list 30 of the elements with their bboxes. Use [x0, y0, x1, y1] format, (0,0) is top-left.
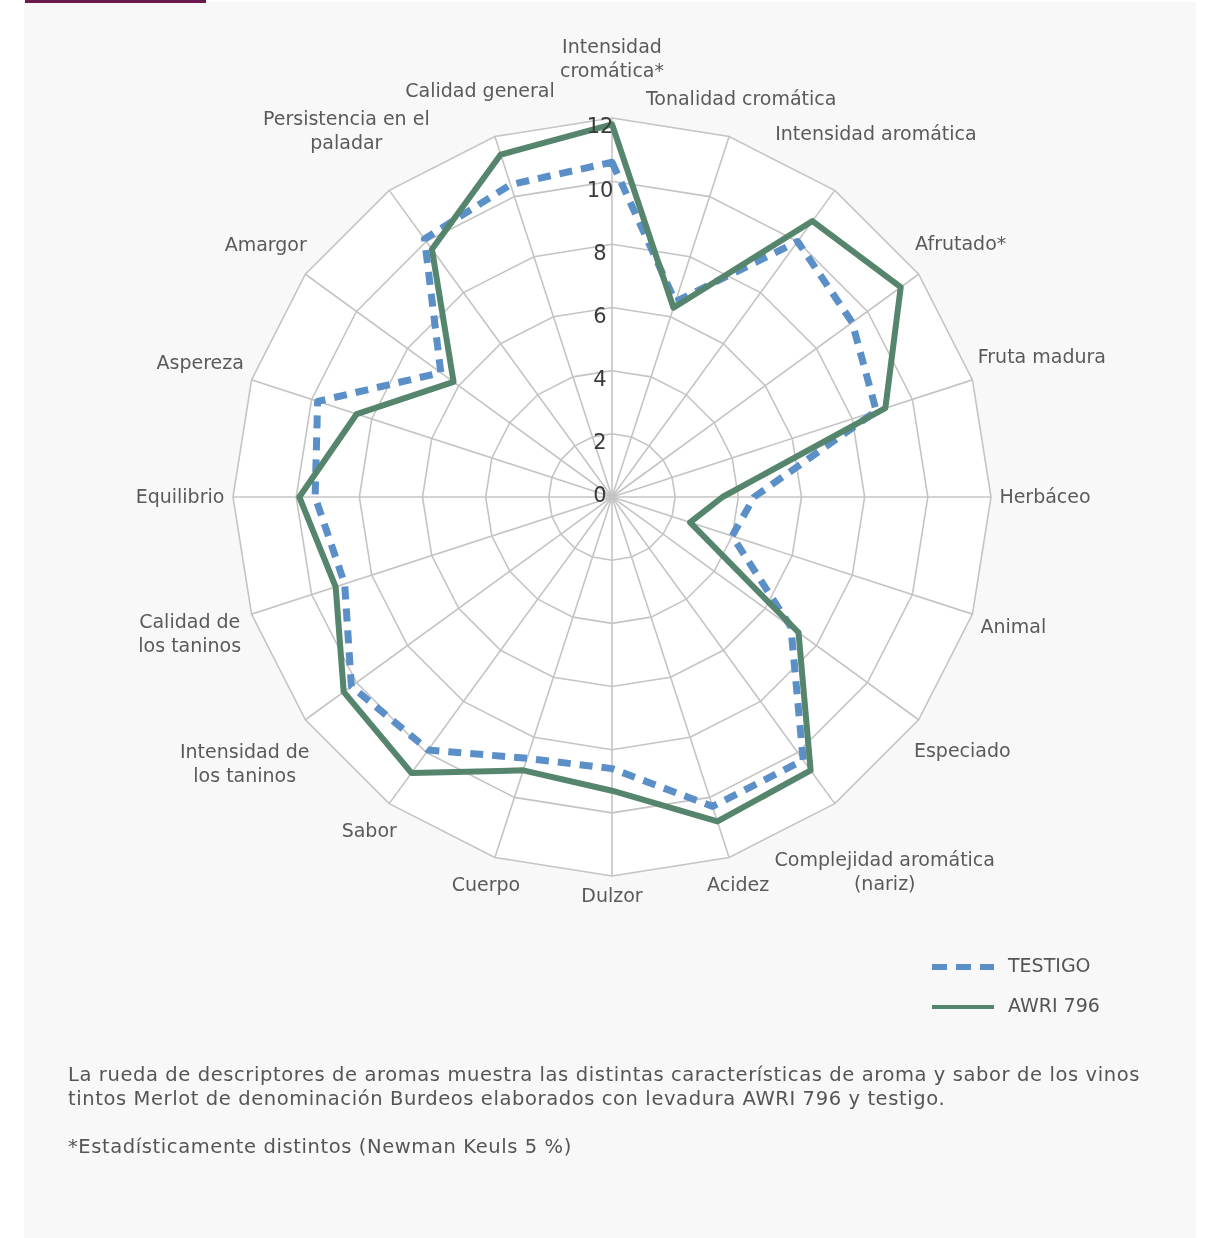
spoke-label: Equilibrio	[135, 484, 225, 507]
spoke-label: Acidez	[707, 872, 770, 895]
y-tick-label: 8	[593, 240, 607, 265]
y-tick-label: 6	[593, 303, 607, 328]
spoke-label: Complejidad aromática (nariz)	[774, 848, 995, 895]
text: La rueda de descriptores de aromas muestra las distintas características de aroma y sabor de los vinos tintos Merlot de denominación Burdeos elaborados con levadura AWRI 796 y testigo.	[68, 1063, 1141, 1111]
spoke-label: Amargor	[224, 233, 307, 256]
legend-label: AWRI 796	[1008, 993, 1100, 1016]
legend-label: TESTIGO	[1007, 953, 1091, 976]
spoke-label: Calidad general	[405, 78, 555, 101]
spoke-label: Aspereza	[156, 351, 244, 374]
spoke-label: Fruta madura	[977, 345, 1106, 368]
text: *Estadísticamente distintos (Newman Keuls 5 %)	[68, 1135, 573, 1159]
spoke-label: Animal	[980, 615, 1047, 638]
spoke-label: Herbáceo	[999, 484, 1091, 507]
spoke-label: Sabor	[341, 819, 398, 842]
spoke-label: Cuerpo	[451, 872, 521, 895]
spoke-label: Intensidad de los taninos	[179, 739, 310, 786]
y-tick-label: 0	[593, 483, 607, 508]
spoke-label: Dulzor	[581, 883, 643, 906]
spoke-label: Persistencia en el paladar	[262, 107, 430, 154]
spoke-label: Calidad de los taninos	[138, 610, 242, 657]
spoke-label: Intensidad cromática*	[560, 34, 664, 81]
spoke-label: Especiado	[913, 739, 1011, 762]
spoke-label: Afrutado*	[915, 231, 1007, 254]
y-tick-label: 10	[586, 177, 614, 202]
spoke-label: Tonalidad cromática	[644, 87, 837, 110]
y-tick-label: 4	[593, 367, 607, 392]
spoke-label: Intensidad aromática	[775, 121, 977, 144]
y-tick-label: 2	[593, 430, 607, 455]
